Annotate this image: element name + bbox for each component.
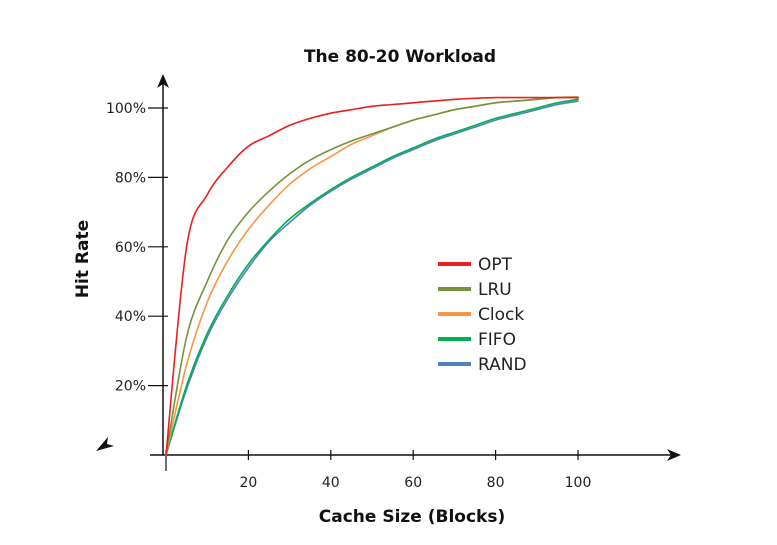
series-line-rand	[165, 100, 579, 456]
legend-item-clock: Clock	[438, 305, 524, 325]
legend-label: Clock	[478, 305, 524, 325]
y-ticks: 20% 40% 60% 80% 100%	[106, 101, 168, 395]
legend-label: OPT	[478, 255, 513, 275]
y-axis-label: Hit Rate	[73, 220, 93, 298]
x-tick-label: 80	[487, 475, 505, 491]
x-tick-label: 100	[565, 475, 592, 491]
x-axis-arrow	[667, 449, 681, 461]
y-axis-arrow	[157, 74, 169, 88]
x-tick-label: 20	[239, 475, 257, 491]
series-line-fifo	[165, 98, 579, 456]
chart-title: The 80-20 Workload	[304, 47, 496, 67]
legend: OPT LRU Clock FIFO RAND	[438, 255, 527, 375]
origin-arrow	[96, 437, 114, 451]
axes	[96, 74, 681, 461]
series-lines	[165, 96, 579, 456]
legend-item-opt: OPT	[438, 255, 513, 275]
series-line-clock	[165, 96, 579, 456]
y-tick-label: 100%	[106, 101, 146, 117]
y-tick-label: 80%	[115, 170, 146, 186]
x-ticks: 20 40 60 80 100	[165, 450, 592, 491]
x-tick-label: 60	[404, 475, 422, 491]
y-tick-label: 40%	[115, 309, 146, 325]
series-line-opt	[165, 96, 579, 456]
legend-label: FIFO	[478, 330, 516, 350]
series-line-lru	[165, 96, 579, 456]
y-tick-label: 60%	[115, 240, 146, 256]
legend-item-fifo: FIFO	[438, 330, 516, 350]
legend-item-rand: RAND	[438, 355, 527, 375]
x-tick-label: 40	[322, 475, 340, 491]
y-tick-label: 20%	[115, 379, 146, 395]
legend-label: RAND	[478, 355, 527, 375]
legend-item-lru: LRU	[438, 280, 512, 300]
x-axis-label: Cache Size (Blocks)	[319, 507, 506, 527]
legend-label: LRU	[478, 280, 512, 300]
